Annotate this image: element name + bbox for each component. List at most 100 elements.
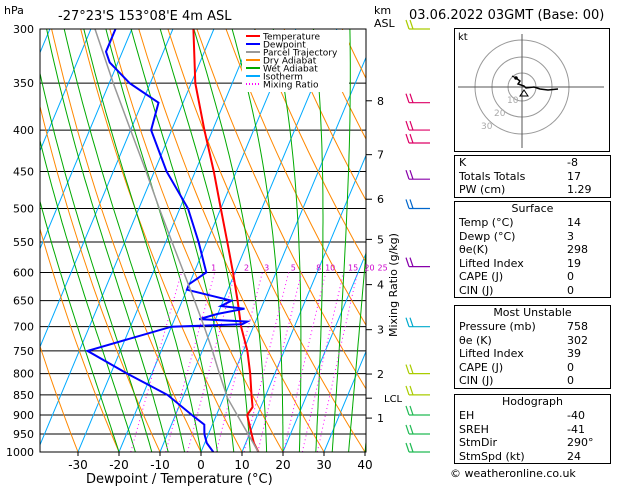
pressure-tick-label: 950 — [13, 428, 34, 441]
hodograph-trace — [515, 77, 559, 91]
isotherm-line — [241, 154, 366, 452]
wind-barb-feather — [405, 257, 410, 267]
legend-label: Dry Adiabat — [263, 57, 317, 67]
hodograph-marker — [514, 76, 518, 80]
most-unstable-title: Most Unstable — [493, 306, 572, 319]
wet-adiabat-line — [159, 29, 251, 452]
pressure-tick-label: 300 — [13, 23, 34, 36]
km-tick-label: 1 — [377, 412, 384, 425]
km-tick-label: 5 — [377, 233, 384, 246]
wind-barb-feather — [409, 405, 414, 416]
mixing-ratio-line — [316, 272, 358, 452]
most-unstable-label: CAPE (J) — [459, 360, 504, 374]
surface-value: 0 — [567, 270, 574, 283]
surface-label: Dewp (°C) — [459, 229, 516, 243]
wind-barb-feather — [405, 19, 410, 30]
most-unstable-value: 0 — [567, 374, 574, 387]
km-tick-label: 4 — [377, 279, 384, 292]
mixing-ratio-labels: 1 2 3 5 8 10 15 20 25 — [211, 264, 388, 273]
x-tick-label: -10 — [150, 458, 170, 472]
x-tick-label: 20 — [275, 458, 290, 472]
hodograph-title: Hodograph — [502, 395, 563, 408]
most-unstable-label: CIN (J) — [459, 374, 494, 387]
wet-adiabat-line — [40, 199, 120, 452]
wet-adiabat-line — [313, 29, 324, 452]
most-unstable-value: 39 — [567, 347, 581, 360]
surface-row: CIN (J) 0 — [455, 284, 610, 298]
surface-value: 298 — [567, 243, 588, 256]
surface-label: CIN (J) — [459, 283, 494, 297]
dry-adiabat-line — [80, 29, 243, 452]
mixing-ratio-label: 10 — [325, 264, 335, 273]
dry-adiabat-line — [40, 227, 120, 452]
pressure-tick-label: 650 — [13, 295, 34, 308]
dry-adiabat-line — [40, 104, 161, 452]
wind-barb-feather — [409, 133, 414, 144]
isotherm-line — [282, 252, 366, 452]
pressure-tick-label: 500 — [13, 202, 34, 215]
x-tick-label: 10 — [234, 458, 249, 472]
dry-adiabat-line — [51, 29, 202, 452]
mixing-ratio-line — [165, 272, 216, 452]
hodograph-value: 290° — [567, 436, 594, 449]
surface-label: θe(K) — [459, 243, 489, 256]
index-k-value: -8 — [567, 156, 578, 169]
most-unstable-row: Pressure (mb) 758 — [455, 320, 610, 334]
legend-label: Parcel Trajectory — [263, 49, 338, 59]
most-unstable-label: Pressure (mb) — [459, 320, 536, 333]
profiles — [84, 29, 260, 452]
pressure-tick-label: 750 — [13, 345, 34, 358]
pressure-tick-label: 800 — [13, 368, 34, 381]
pressure-tick-label: 600 — [13, 267, 34, 280]
isotherm-line — [40, 29, 92, 152]
surface-row: θe(K) 298 — [455, 243, 610, 257]
hodograph-table: Hodograph EH -40 SREH -41 StmDir 290° StmSp… — [454, 394, 611, 464]
hodograph-value: -41 — [567, 422, 585, 436]
hodograph-frame — [454, 28, 610, 152]
surface-value: 19 — [567, 256, 581, 270]
dry-adiabat-line — [167, 29, 366, 452]
index-tt-row: Totals Totals 17 — [455, 170, 610, 184]
pressure-tick-label: 700 — [13, 321, 34, 334]
most-unstable-table: Most Unstable Pressure (mb) 758 θe (K) 302… — [454, 305, 611, 389]
index-pw-label: PW (cm) — [459, 183, 506, 196]
index-pw-value: 1.29 — [567, 183, 592, 196]
wet-adiabat-line — [130, 29, 235, 452]
mixing-ratio-label: 20 — [364, 264, 374, 273]
wind-barb-feather — [405, 133, 410, 144]
surface-title: Surface — [511, 202, 554, 215]
pressure-tick-label: 850 — [13, 389, 34, 402]
surface-row: Dewp (°C) 3 — [455, 230, 610, 244]
wind-barb-feather — [409, 257, 414, 267]
surface-table: Surface Temp (°C) 14 Dewp (°C) 3 θe(K) 298 … — [454, 201, 611, 298]
mixing-ratio-label: 1 — [211, 264, 216, 273]
most-unstable-label: Lifted Index — [459, 347, 524, 360]
wind-barb-feather — [409, 317, 414, 327]
wind-barb-feather — [405, 405, 410, 416]
mixing-ratio-label: 25 — [378, 264, 388, 273]
hodograph-row: StmDir 290° — [455, 436, 610, 450]
x-tick-label: -20 — [109, 458, 129, 472]
hpa-label: hPa — [4, 4, 24, 17]
legend-label: Mixing Ratio — [263, 81, 319, 91]
mixing-ratio-label: 15 — [348, 264, 358, 273]
pressure-tick-label: 1000 — [6, 446, 34, 459]
most-unstable-value: 758 — [567, 320, 588, 333]
dry-adiabat-line — [196, 29, 366, 390]
wind-barb-feather — [405, 442, 410, 453]
isotherm-line — [323, 350, 366, 452]
wet-adiabat-line — [348, 245, 366, 452]
most-unstable-value: 302 — [567, 333, 588, 347]
hodograph-storm-marker — [519, 89, 529, 97]
most-unstable-label: θe (K) — [459, 333, 492, 347]
mixing-ratio-line — [257, 272, 303, 452]
km-tick-label: 3 — [377, 324, 384, 337]
index-tt-label: Totals Totals — [459, 169, 526, 183]
surface-value: 3 — [567, 229, 574, 243]
mixing-ratio-line — [243, 272, 290, 452]
wet-adiabat-line — [83, 29, 202, 452]
mixing-ratio-line — [215, 272, 263, 452]
surface-row: Lifted Index 19 — [455, 257, 610, 271]
mixing-ratio-line — [130, 272, 182, 452]
